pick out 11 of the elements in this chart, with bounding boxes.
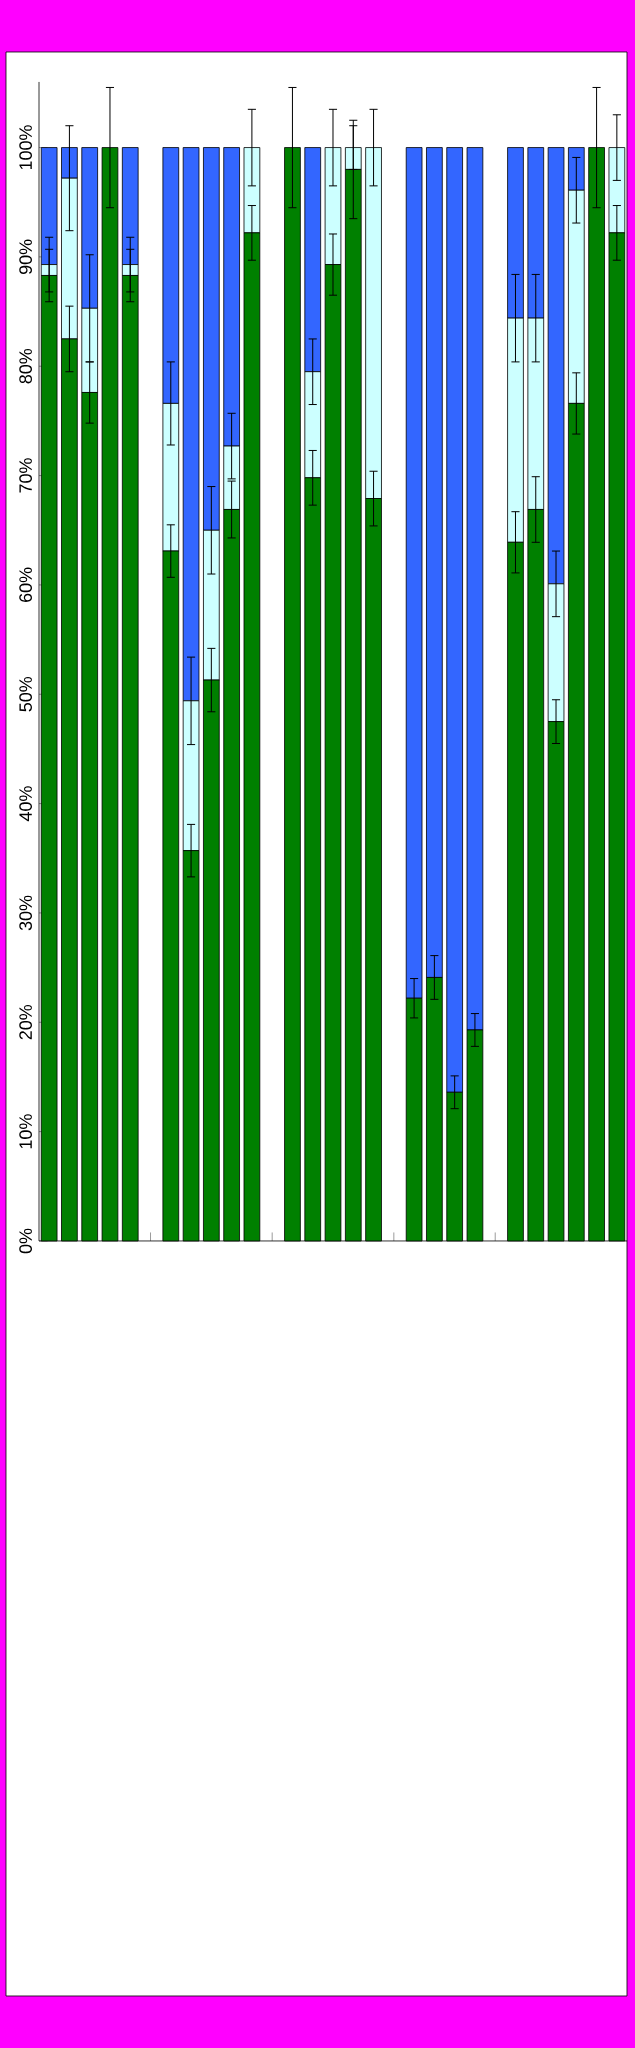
y-tick-label: 100% [19, 125, 32, 170]
y-tick-label: 30% [19, 895, 32, 931]
y-tick-label: 90% [19, 239, 32, 274]
y-tick-label: 50% [19, 676, 32, 712]
y-tick-label: 40% [19, 786, 32, 822]
y-tick-label: 70% [19, 458, 32, 493]
y-tick-label: 80% [19, 348, 32, 384]
y-tick-label: 0% [19, 1228, 32, 1254]
y-tick-label: 10% [19, 1114, 32, 1149]
y-tick-label: 60% [19, 567, 32, 602]
y-tick-label: 20% [19, 1004, 32, 1040]
